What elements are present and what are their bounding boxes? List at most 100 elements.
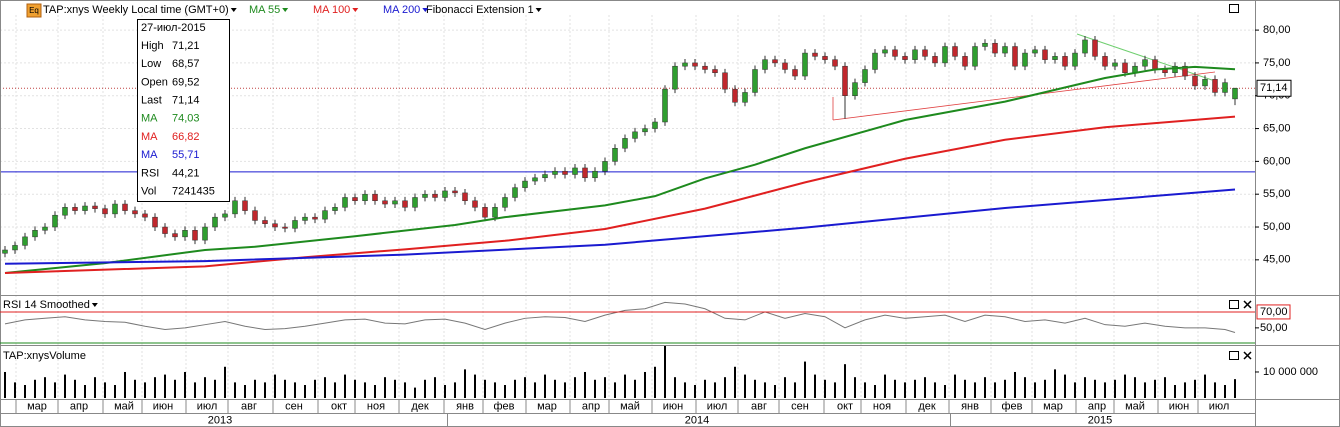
x-tick-label: янв <box>456 400 474 412</box>
year-label: 2013 <box>208 414 232 426</box>
candle-body <box>562 170 568 175</box>
candle-body <box>842 65 848 96</box>
candle-body <box>242 200 248 211</box>
candle-body <box>172 233 178 238</box>
last-price-tag <box>1256 79 1292 97</box>
candle-body <box>312 216 318 220</box>
candle-body <box>252 210 258 221</box>
candle-body <box>1202 79 1208 87</box>
candle-body <box>1072 52 1078 67</box>
x-tick-label: авг <box>751 400 767 412</box>
y-tick-label: 65,00 <box>1263 122 1291 134</box>
tooltip-label: RSI <box>141 167 159 179</box>
candle-body <box>862 69 868 83</box>
maximize-button[interactable] <box>1229 4 1239 13</box>
x-tick-label: дек <box>411 400 429 412</box>
candle-body <box>642 128 648 133</box>
maximize-button[interactable] <box>1229 351 1239 360</box>
candle-body <box>342 197 348 208</box>
x-tick-label: июн <box>663 400 683 412</box>
dropdown-arrow <box>535 8 542 12</box>
candle-body <box>812 52 818 57</box>
candle-body <box>772 59 778 64</box>
candle-body <box>882 49 888 54</box>
candle-body <box>452 190 458 194</box>
y-tick-label: 75,00 <box>1263 57 1291 69</box>
x-tick-label: сен <box>285 400 303 412</box>
candle-body <box>632 131 638 139</box>
legend-entry[interactable]: MA 200 <box>383 4 420 16</box>
symbol-icon <box>26 3 42 18</box>
candle-body <box>742 92 748 103</box>
fib-title[interactable]: Fibonacci Extension 1 <box>426 4 534 16</box>
candle-body <box>982 42 988 47</box>
candle-body <box>472 200 478 208</box>
tooltip-value: 66,82 <box>172 131 200 143</box>
candle-body <box>1152 59 1158 70</box>
tooltip-value: 44,21 <box>172 167 200 179</box>
candle-body <box>302 216 308 221</box>
tooltip-label: MA <box>141 149 158 161</box>
x-tick-label: окт <box>837 400 853 412</box>
x-tick-label: май <box>1125 400 1145 412</box>
x-tick-label: авг <box>241 400 257 412</box>
tooltip-value: 69,52 <box>172 76 200 88</box>
candle-body <box>152 216 158 228</box>
symbol-title[interactable]: TAP:xnys Weekly Local time (GMT+0) <box>43 4 229 16</box>
candle-body <box>332 207 338 211</box>
tooltip-label: Low <box>141 58 161 70</box>
y-tick-label: 80,00 <box>1263 24 1291 36</box>
rsi-title[interactable]: RSI 14 Smoothed <box>3 299 90 311</box>
candle-body <box>22 236 28 246</box>
y-tick-label: 60,00 <box>1263 155 1291 167</box>
candle-body <box>532 177 538 182</box>
candle-body <box>892 49 898 57</box>
candle-body <box>62 207 68 216</box>
candle-body <box>1112 62 1118 67</box>
candle-body <box>952 46 958 57</box>
candle-body <box>1222 82 1228 93</box>
year-label: 2015 <box>1088 414 1112 426</box>
candle-body <box>142 213 148 218</box>
candle-body <box>582 167 588 179</box>
legend-entry[interactable]: MA 55 <box>249 4 280 16</box>
candle-body <box>652 121 658 129</box>
candle-body <box>572 167 578 175</box>
candle-body <box>212 216 218 228</box>
y-tick-label: 50,00 <box>1263 221 1291 233</box>
tooltip-value: 71,21 <box>172 40 200 52</box>
candle-body <box>1082 39 1088 54</box>
candle-body <box>282 226 288 229</box>
candle-body <box>762 59 768 70</box>
candle-body <box>1062 56 1068 67</box>
candle-body <box>1012 46 1018 67</box>
tooltip-value: 71,14 <box>172 95 200 107</box>
tooltip-value: 7241435 <box>172 186 215 198</box>
candle-body <box>2 249 8 254</box>
close-button[interactable] <box>1243 300 1252 309</box>
x-tick-label: дек <box>918 400 936 412</box>
candle-body <box>702 65 708 70</box>
candle-body <box>802 52 808 77</box>
candle-body <box>382 200 388 205</box>
tooltip-label: High <box>141 40 164 52</box>
candle-body <box>12 245 18 251</box>
volume-title: TAP:xnysVolume <box>3 350 86 362</box>
x-tick-label: апр <box>1088 400 1106 412</box>
year-label: 2014 <box>685 414 709 426</box>
close-button[interactable] <box>1243 351 1252 360</box>
candle-body <box>322 210 328 220</box>
y-tick-label: 55,00 <box>1263 188 1291 200</box>
candle-body <box>782 62 788 70</box>
candle-body <box>612 147 618 162</box>
candle-body <box>222 213 228 218</box>
legend-entry[interactable]: MA 100 <box>313 4 350 16</box>
x-tick-label: мар <box>1043 400 1063 412</box>
tooltip-value: 68,57 <box>172 58 200 70</box>
candle-body <box>992 42 998 54</box>
candle-body <box>362 193 368 202</box>
y-tick-label: 50,00 <box>1260 322 1288 334</box>
tooltip-value: 55,71 <box>172 149 200 161</box>
candle-body <box>552 170 558 175</box>
maximize-button[interactable] <box>1229 300 1239 309</box>
